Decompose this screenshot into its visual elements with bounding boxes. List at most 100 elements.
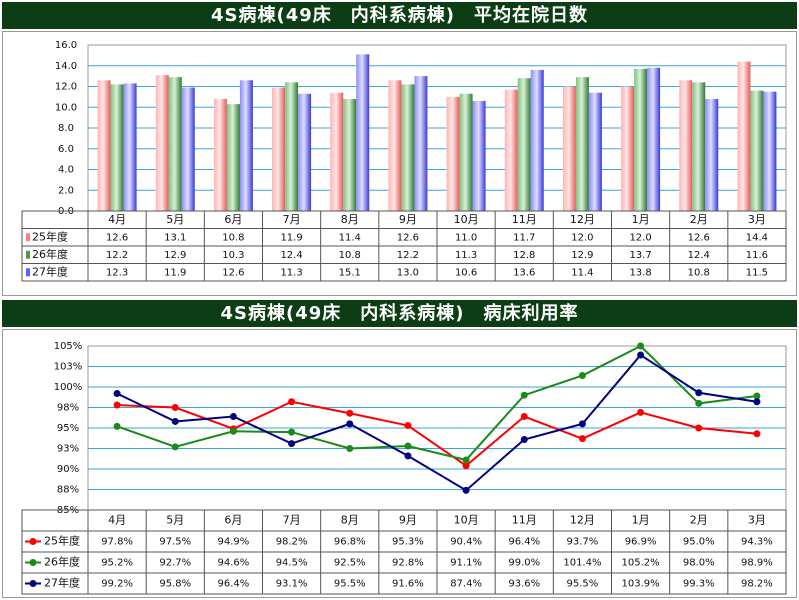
chart1-x-tick-label: 10月	[454, 213, 479, 226]
chart1-bar	[110, 84, 124, 211]
chart2-x-tick-label: 3月	[748, 514, 766, 527]
chart1-data-label: 10.8	[688, 267, 710, 278]
chart1-data-label: 13.8	[629, 267, 651, 278]
chart2-data-label: 95.8%	[159, 579, 191, 590]
chart1-x-tick-label: 9月	[399, 213, 417, 226]
chart2-data-label: 91.1%	[450, 558, 482, 569]
chart2-point	[404, 442, 412, 450]
chart2-data-label: 105.2%	[622, 558, 660, 569]
chart2-data-label: 97.8%	[101, 537, 133, 548]
chart2-point	[753, 392, 761, 400]
chart1-y-tick-label: 8.0	[58, 123, 74, 134]
chart2-data-label: 96.9%	[625, 537, 657, 548]
chart1-data-label: 11.5	[746, 267, 768, 278]
chart2-point	[171, 417, 179, 425]
chart1-x-tick-label: 7月	[283, 213, 301, 226]
chart1-x-tick-label: 12月	[570, 213, 595, 226]
chart1-data-label: 11.7	[513, 232, 535, 243]
chart1-bar	[588, 92, 602, 211]
chart2-point	[637, 342, 645, 350]
chart1-data-label: 10.8	[222, 232, 244, 243]
chart1-bar	[517, 78, 531, 211]
chart1-y-tick-label: 2.0	[58, 185, 74, 196]
chart2-data-label: 95.5%	[567, 579, 599, 590]
chart1-bar	[272, 87, 286, 211]
chart1-data-label: 12.6	[222, 267, 244, 278]
chart2-point	[462, 462, 470, 470]
chart2-x-tick-label: 11月	[512, 514, 537, 527]
chart1-data-label: 12.0	[571, 232, 593, 243]
chart2-point	[462, 486, 470, 494]
chart1-data-label: 12.8	[513, 250, 535, 261]
chart1-bar	[750, 90, 764, 211]
chart2-x-tick-label: 2月	[690, 514, 708, 527]
chart2-point	[229, 427, 237, 435]
chart2-point	[695, 399, 703, 407]
chart2-legend-swatch	[29, 559, 37, 566]
chart2-x-tick-label: 4月	[108, 514, 126, 527]
chart1-data-label: 12.2	[106, 250, 128, 261]
chart2-data-label: 97.5%	[159, 537, 191, 548]
chart1-y-tick-label: 10.0	[55, 102, 77, 113]
chart2-point	[578, 420, 586, 428]
chart1-data-label: 12.6	[106, 232, 128, 243]
chart2-y-tick-label: 98%	[57, 403, 79, 414]
chart2-point	[404, 422, 412, 430]
chart1-legend-swatch	[26, 268, 30, 277]
chart1-data-label: 13.6	[513, 267, 535, 278]
chart2-legend-label: 25年度	[44, 534, 80, 548]
chart1-data-label: 15.1	[339, 267, 361, 278]
chart2-x-tick-label: 10月	[454, 514, 479, 527]
chart2-point	[171, 404, 179, 411]
chart2-point	[578, 435, 586, 443]
chart1-x-tick-label: 5月	[166, 213, 184, 226]
chart1-y-tick-label: 6.0	[58, 144, 74, 155]
chart2-x-tick-label: 5月	[166, 514, 184, 527]
chart2-point	[288, 440, 296, 448]
chart2-data-label: 98.0%	[683, 558, 715, 569]
chart1-title: 4S病棟(49床 内科系病棟) 平均在院日数	[2, 2, 797, 29]
chart1-data-label: 12.9	[164, 250, 186, 261]
chart2-point	[520, 391, 528, 399]
chart1-legend-swatch	[26, 250, 30, 259]
chart2-y-tick-label: 88%	[57, 485, 79, 496]
chart1-bar	[97, 80, 111, 212]
chart1-bar	[647, 67, 661, 211]
chart1-bar	[155, 75, 169, 212]
chart1-bar	[459, 93, 473, 211]
chart1-bar	[562, 86, 576, 211]
chart2-point	[288, 398, 296, 406]
chart1-x-tick-label: 11月	[512, 213, 537, 226]
chart2-data-label: 91.6%	[392, 579, 424, 590]
chart1-y-tick-label: 16.0	[55, 40, 77, 51]
chart2-x-tick-label: 12月	[570, 514, 595, 527]
chart1-bar	[446, 96, 460, 211]
chart1-bar	[634, 68, 648, 211]
chart1-bar	[388, 80, 402, 212]
chart1-data-label: 11.6	[746, 250, 768, 261]
chart2-title: 4S病棟(49床 内科系病棟) 病床利用率	[2, 300, 797, 327]
chart1-bar	[504, 89, 518, 211]
chart2-data-label: 93.6%	[508, 579, 540, 590]
chart2-data-label: 90.4%	[450, 537, 482, 548]
chart2-frame	[2, 329, 797, 598]
chart1-x-tick-label: 1月	[632, 213, 650, 226]
chart1-y-tick-label: 4.0	[58, 165, 74, 176]
chart1-data-label: 12.6	[397, 232, 419, 243]
chart1-data-label: 11.4	[339, 232, 361, 243]
chart1-legend-label: 27年度	[32, 264, 68, 278]
chart1-y-tick-label: 12.0	[55, 82, 77, 93]
chart2-data-label: 99.0%	[508, 558, 540, 569]
chart1-y-tick-label: 14.0	[55, 61, 77, 72]
chart1-bar	[239, 80, 253, 212]
chart2-y-tick-label: 105%	[54, 341, 83, 352]
chart1-bar	[705, 98, 719, 211]
chart1-bar	[679, 80, 693, 212]
chart1-data-label: 12.0	[629, 232, 651, 243]
chart2-data-label: 103.9%	[622, 579, 660, 590]
chart2-x-tick-label: 8月	[341, 514, 359, 527]
chart1-data-label: 11.4	[571, 267, 593, 278]
chart1-bar	[330, 92, 344, 211]
chart2-point	[346, 420, 354, 428]
chart2-x-tick-label: 9月	[399, 514, 417, 527]
